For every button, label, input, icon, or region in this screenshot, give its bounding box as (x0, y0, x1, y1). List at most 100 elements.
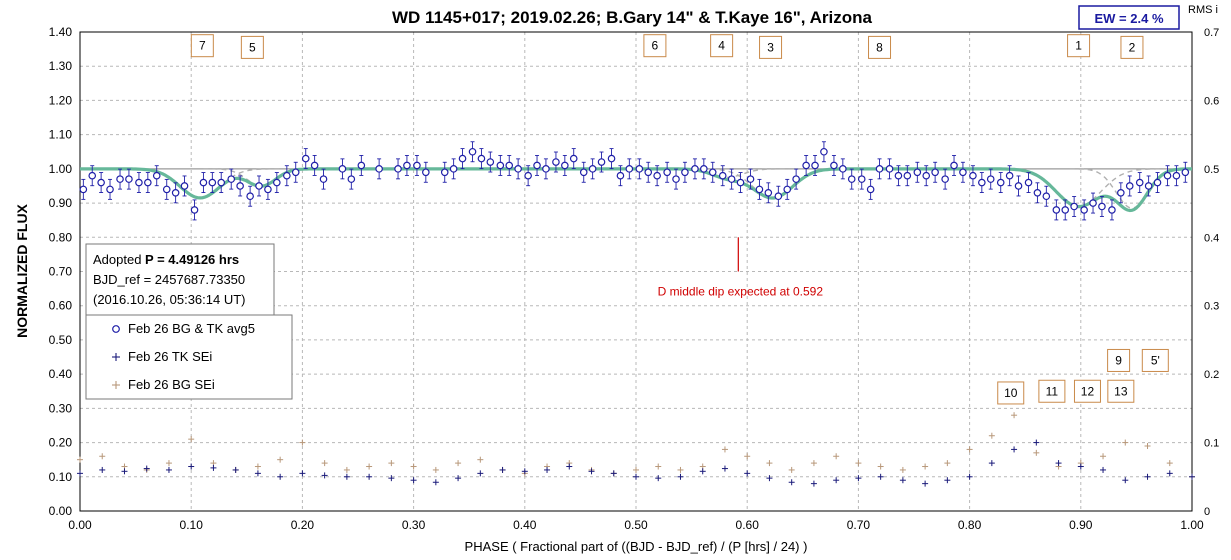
avg5-marker (959, 168, 967, 177)
avg5-marker (357, 161, 366, 170)
avg5-marker (561, 161, 569, 170)
tk-sei-point (855, 475, 862, 482)
x-tick-label: 0.10 (180, 518, 204, 532)
bg-sei-point (388, 460, 395, 467)
tk-sei-point (477, 470, 484, 477)
tk-sei-point (699, 468, 706, 475)
avg5-point (579, 161, 588, 183)
avg5-marker (1125, 182, 1134, 190)
avg5-marker (681, 168, 689, 177)
tk-sei-point (655, 475, 662, 482)
tk-sei-point (1100, 466, 1107, 473)
avg5-marker (635, 165, 644, 173)
bg-sei-point (788, 466, 795, 473)
tk-sei-point (99, 466, 106, 473)
x-tick-label: 0.30 (402, 518, 426, 532)
avg5-point (413, 154, 421, 176)
avg5-marker (820, 147, 828, 156)
y-tick-label: 0.10 (49, 470, 73, 484)
avg5-point (746, 168, 755, 190)
avg5-point (996, 172, 1005, 193)
dip-label-text: 8 (876, 40, 883, 54)
avg5-point (106, 178, 114, 200)
y-tick-label: 1.20 (49, 93, 73, 107)
bg-sei-point (721, 446, 728, 453)
avg5-marker (1005, 171, 1014, 180)
avg5-marker (449, 165, 458, 173)
avg5-marker (347, 175, 356, 183)
x-axis-label: PHASE ( Fractional part of ((BJD - BJD_r… (465, 539, 808, 554)
avg5-marker (978, 178, 986, 187)
tk-sei-point (143, 465, 150, 472)
avg5-point (190, 199, 199, 221)
avg5-point (440, 161, 449, 183)
avg5-point (875, 158, 884, 180)
avg5-marker (1042, 192, 1051, 201)
avg5-point (931, 161, 939, 183)
avg5-point (700, 158, 708, 180)
avg5-marker (496, 161, 505, 170)
avg5-point (727, 168, 736, 190)
y-tick-label: 0.70 (49, 265, 73, 279)
avg5-marker (811, 161, 819, 170)
avg5-point (217, 172, 226, 193)
avg5-marker (875, 165, 884, 173)
avg5-marker (1052, 206, 1061, 214)
y-tick-label: 0.00 (49, 504, 73, 518)
avg5-marker (783, 185, 792, 194)
tk-sei-point (944, 477, 951, 484)
dip-label-box (759, 35, 783, 59)
avg5-point (783, 178, 792, 200)
avg5-marker (152, 171, 161, 180)
avg5-point (1163, 165, 1172, 187)
avg5-marker (727, 175, 736, 183)
avg5-marker (857, 175, 866, 183)
avg5-point (1070, 196, 1078, 217)
avg5-marker (1070, 202, 1078, 211)
bg-sei-point (766, 460, 773, 467)
avg5-point (514, 158, 522, 180)
tk-sei-point (1189, 473, 1195, 480)
avg5-point (1135, 172, 1144, 193)
bg-sei-point (677, 466, 684, 473)
avg5-point (486, 151, 495, 173)
avg5-point (1108, 199, 1116, 221)
avg5-marker (458, 154, 467, 163)
avg5-marker (931, 168, 939, 177)
avg5-point (144, 172, 152, 193)
right-tick-label: 0.2 (1204, 369, 1219, 381)
avg5-point (1024, 172, 1033, 193)
bg-sei-point (899, 466, 906, 473)
avg5-marker (969, 171, 977, 180)
annotations: D middle dip expected at 0.592 (658, 237, 823, 299)
right-axis-label: RMS i (1188, 4, 1218, 16)
avg5-point (857, 168, 866, 190)
avg5-marker (653, 171, 661, 180)
tk-sei-point (210, 464, 217, 471)
avg5-marker (700, 165, 708, 173)
tk-sei-point (388, 475, 395, 482)
avg5-marker (505, 161, 514, 170)
avg5-point (533, 154, 541, 176)
y-tick-labels: 0.00 0.10 0.20 0.30 0.40 0.50 0.60 0.70 0.80 0.90… (49, 25, 73, 518)
avg5-marker (616, 171, 625, 180)
avg5-marker (607, 154, 616, 163)
tk-sei-point (833, 477, 840, 484)
tk-sei-point (788, 479, 795, 486)
avg5-marker (227, 175, 236, 183)
dip-label: 5 (240, 35, 264, 59)
avg5-marker (310, 161, 319, 170)
avg5-point (959, 161, 967, 183)
tk-sei-point (766, 475, 773, 482)
avg5-marker (199, 178, 208, 187)
avg5-point (978, 172, 986, 193)
avg5-point (468, 141, 477, 163)
info-box: Adopted P = 4.49126 hrs BJD_ref = 245768… (85, 243, 275, 316)
avg5-marker (708, 168, 717, 177)
y-axis-label: NORMALIZED FLUX (14, 203, 30, 337)
ew-label: EW = 2.4 % (1095, 11, 1164, 26)
bg-sei-point (855, 460, 862, 467)
dip-label-box (190, 34, 214, 58)
avg5-marker (394, 165, 402, 173)
